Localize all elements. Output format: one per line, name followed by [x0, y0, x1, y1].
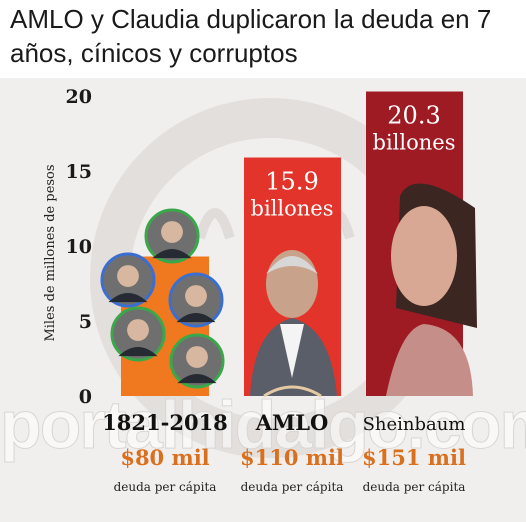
watermark-text: portalhidalgo.com [0, 387, 526, 463]
seal-arc [263, 385, 322, 398]
sheinbaum-blouse [386, 324, 473, 396]
portrait-face [117, 265, 139, 287]
y-tick-label: 10 [66, 236, 92, 258]
x-category-label: Sheinbaum [363, 414, 466, 435]
bar-unit-label: billones [373, 131, 456, 155]
portrait-suit [152, 249, 192, 259]
per-capita-amount: $151 mil [362, 445, 466, 470]
amlo-hair [266, 256, 318, 274]
bar-value-label: 15.9 [265, 168, 318, 196]
portrait-suit [176, 313, 216, 323]
headline: AMLO y Claudia duplicaron la deuda en 7 … [10, 4, 492, 68]
amlo-shirt [280, 324, 304, 378]
portrait-suit [108, 293, 148, 303]
portrait-face [161, 221, 183, 243]
per-capita-caption: deuda per cápita [241, 480, 344, 494]
chart-area: portalhidalgo.com Miles de millones de p… [0, 78, 526, 522]
per-capita-amount: $110 mil [240, 445, 344, 470]
per-capita-caption: deuda per cápita [114, 480, 217, 494]
sheinbaum-face [391, 206, 457, 306]
bar-unit-label: billones [251, 197, 334, 221]
y-tick-label: 5 [79, 311, 92, 333]
x-category-label: AMLO [255, 410, 329, 435]
portrait-face [185, 285, 207, 307]
portrait-face [127, 319, 149, 341]
portrait-suit [118, 347, 158, 357]
y-tick-label: 0 [79, 386, 92, 408]
y-axis-label: Miles de millones de pesos [43, 164, 58, 341]
bar-value-label: 20.3 [387, 102, 440, 130]
y-tick-label: 20 [66, 86, 92, 108]
x-category-label: 1821-2018 [102, 410, 228, 435]
per-capita-caption: deuda per cápita [363, 480, 466, 494]
portrait-suit [177, 374, 217, 384]
y-tick-label: 15 [66, 161, 92, 183]
debt-bar-chart: portalhidalgo.com Miles de millones de p… [0, 86, 526, 494]
per-capita-amount: $80 mil [120, 445, 209, 470]
portrait-face [186, 346, 208, 368]
